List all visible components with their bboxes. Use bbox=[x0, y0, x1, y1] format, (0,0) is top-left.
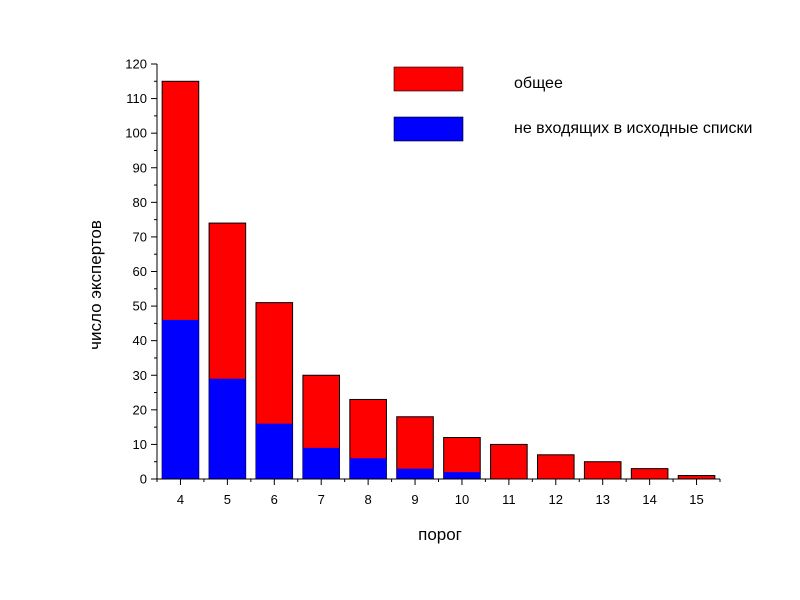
x-tick-label: 8 bbox=[365, 492, 372, 507]
x-tick-label: 10 bbox=[455, 492, 469, 507]
bar-new-7 bbox=[302, 447, 340, 480]
legend-swatch-new bbox=[393, 116, 464, 142]
bar-new-8 bbox=[349, 458, 387, 479]
y-tick-label: 50 bbox=[133, 299, 147, 314]
y-tick-label: 110 bbox=[126, 91, 147, 106]
bar-total-14 bbox=[630, 468, 669, 480]
bar-total-11 bbox=[490, 443, 528, 480]
bar-new-9 bbox=[396, 468, 434, 480]
x-tick-label: 6 bbox=[271, 492, 278, 507]
y-tick-label: 10 bbox=[133, 437, 147, 452]
y-tick-label: 90 bbox=[133, 160, 147, 175]
x-tick-label: 14 bbox=[642, 492, 656, 507]
x-tick-label: 15 bbox=[689, 492, 703, 507]
y-tick-label: 30 bbox=[133, 368, 147, 383]
series-new-bars bbox=[162, 319, 481, 480]
legend-label-new: не входящих в исходные списки bbox=[514, 120, 753, 137]
bar-new-4 bbox=[162, 319, 199, 479]
y-tick-label: 0 bbox=[140, 472, 147, 487]
y-axis-title: число экспертов bbox=[86, 220, 105, 350]
y-tick-label: 70 bbox=[133, 229, 147, 244]
y-tick-label: 40 bbox=[133, 333, 147, 348]
y-axis-ticks: 0 10 20 30 40 50 60 70 80 90 100 110 120 bbox=[125, 57, 157, 487]
x-tick-label: 13 bbox=[595, 492, 609, 507]
y-tick-label: 120 bbox=[125, 57, 147, 72]
bar-total-9 bbox=[396, 416, 434, 480]
bar-new-5 bbox=[209, 378, 246, 479]
x-tick-label: 11 bbox=[502, 492, 516, 507]
bar-total-13 bbox=[583, 461, 622, 480]
x-axis-title: порог bbox=[418, 525, 462, 544]
y-tick-label: 100 bbox=[125, 126, 147, 141]
bar-total-12 bbox=[536, 454, 575, 480]
x-tick-label: 7 bbox=[318, 492, 325, 507]
bar-total-15 bbox=[677, 475, 716, 480]
y-tick-label: 60 bbox=[133, 264, 147, 279]
x-tick-label: 9 bbox=[411, 492, 418, 507]
legend bbox=[393, 66, 464, 142]
x-tick-label: 4 bbox=[177, 492, 184, 507]
legend-label-total: общее bbox=[514, 75, 563, 92]
x-axis-ticks: 4 5 6 7 8 9 10 11 12 13 14 15 bbox=[156, 479, 721, 507]
x-tick-label: 12 bbox=[549, 492, 563, 507]
legend-swatch-total bbox=[393, 66, 464, 92]
bar-new-6 bbox=[255, 423, 293, 479]
y-tick-label: 20 bbox=[133, 402, 147, 417]
bar-new-10 bbox=[443, 472, 481, 479]
x-tick-label: 5 bbox=[224, 492, 231, 507]
y-tick-label: 80 bbox=[133, 195, 147, 210]
